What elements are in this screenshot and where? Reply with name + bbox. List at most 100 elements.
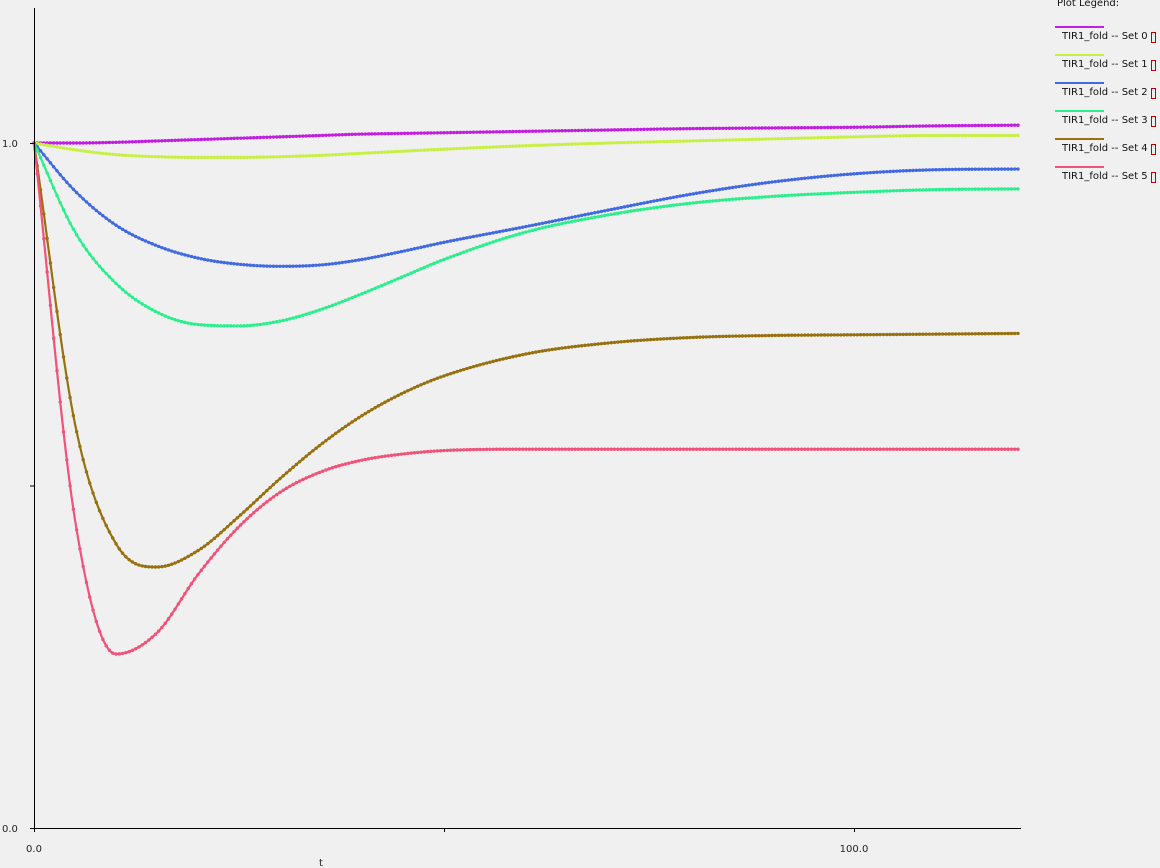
data-point	[986, 133, 991, 138]
data-point	[350, 460, 354, 465]
data-point	[170, 155, 174, 159]
data-point	[275, 264, 279, 268]
data-point	[104, 216, 108, 220]
data-point	[261, 322, 266, 326]
data-point	[202, 564, 207, 568]
data-point	[501, 229, 505, 233]
data-point	[603, 128, 607, 132]
legend-item[interactable]: TIR1_fold -- Set 5	[1053, 166, 1160, 186]
y-tick-label: 0.0	[2, 824, 18, 835]
data-point	[412, 131, 417, 135]
data-point	[957, 187, 961, 191]
legend-toggle-box[interactable]	[1151, 60, 1156, 71]
data-point	[580, 344, 584, 348]
data-point	[389, 279, 394, 284]
data-point	[183, 320, 187, 325]
data-point	[593, 211, 597, 215]
data-point	[429, 148, 433, 152]
data-point	[517, 353, 522, 358]
data-point	[297, 154, 302, 158]
data-point	[789, 178, 794, 182]
data-point	[629, 209, 633, 213]
data-point	[911, 332, 915, 337]
data-point	[284, 134, 289, 139]
data-point	[645, 447, 650, 451]
data-point	[153, 565, 158, 569]
legend-toggle-box[interactable]	[1151, 144, 1156, 155]
data-point	[652, 337, 656, 342]
data-point	[163, 138, 167, 143]
data-point	[619, 447, 623, 451]
data-point	[442, 131, 446, 135]
data-point	[504, 447, 509, 451]
data-point	[393, 395, 397, 399]
data-point	[350, 295, 354, 300]
data-point	[491, 359, 495, 364]
data-point	[560, 142, 564, 147]
data-point	[757, 447, 761, 451]
data-point	[996, 167, 1001, 171]
legend-item[interactable]: TIR1_fold -- Set 4	[1053, 138, 1160, 158]
data-point	[104, 140, 108, 145]
data-point	[681, 127, 686, 131]
data-point	[734, 126, 738, 130]
data-point	[589, 211, 594, 216]
data-point	[691, 139, 695, 143]
data-point	[671, 447, 676, 451]
data-point	[983, 123, 987, 128]
data-point	[576, 344, 581, 348]
data-point	[399, 249, 404, 254]
data-point	[524, 447, 528, 451]
data-point	[429, 379, 433, 383]
data-point	[311, 153, 315, 158]
data-point	[294, 264, 299, 268]
legend-item[interactable]: TIR1_fold -- Set 2	[1053, 82, 1160, 102]
data-point	[767, 180, 771, 185]
data-point	[153, 243, 158, 247]
data-point	[133, 562, 138, 566]
data-point	[156, 155, 161, 159]
legend-toggle-box[interactable]	[1151, 88, 1156, 99]
legend-item[interactable]: TIR1_fold -- Set 0	[1053, 26, 1160, 46]
data-point	[330, 153, 335, 157]
data-point	[51, 141, 56, 145]
data-point	[655, 198, 659, 203]
data-point	[97, 141, 102, 145]
data-point	[885, 332, 889, 337]
data-point	[635, 447, 640, 451]
data-point	[127, 649, 131, 654]
data-point	[229, 155, 233, 160]
data-point	[475, 146, 479, 150]
data-point	[789, 136, 794, 141]
data-point	[553, 347, 558, 351]
data-point	[770, 194, 774, 199]
data-point	[107, 530, 112, 534]
data-point	[865, 171, 869, 175]
data-point	[209, 155, 213, 160]
data-point	[337, 301, 341, 305]
data-point	[442, 374, 446, 378]
data-point	[317, 443, 322, 448]
legend-item[interactable]: TIR1_fold -- Set 3	[1053, 110, 1160, 130]
legend-item[interactable]: TIR1_fold -- Set 1	[1053, 54, 1160, 74]
data-point	[908, 332, 912, 337]
data-point	[891, 189, 896, 193]
legend-toggle-box[interactable]	[1151, 172, 1156, 183]
data-point	[652, 206, 656, 210]
data-point	[763, 333, 768, 338]
data-point	[917, 447, 922, 451]
data-point	[904, 447, 909, 451]
legend-label: TIR1_fold -- Set 3	[1062, 115, 1148, 126]
legend-toggle-box[interactable]	[1151, 116, 1156, 127]
data-point	[419, 131, 423, 135]
data-point	[688, 139, 692, 143]
data-point	[760, 137, 764, 141]
data-point	[265, 488, 269, 493]
data-point	[475, 447, 479, 452]
data-point	[448, 255, 453, 259]
data-point	[875, 447, 879, 451]
data-point	[596, 141, 600, 145]
legend-toggle-box[interactable]	[1151, 32, 1156, 43]
data-point	[963, 133, 968, 138]
data-point	[435, 376, 440, 380]
